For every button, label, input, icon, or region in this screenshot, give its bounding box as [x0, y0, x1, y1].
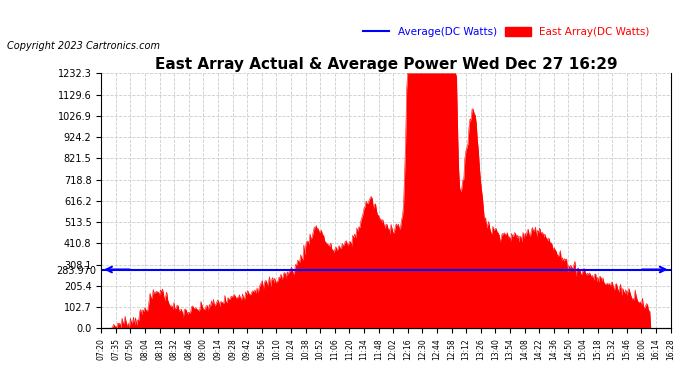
Title: East Array Actual & Average Power Wed Dec 27 16:29: East Array Actual & Average Power Wed De… — [155, 57, 617, 72]
Text: Copyright 2023 Cartronics.com: Copyright 2023 Cartronics.com — [7, 41, 160, 51]
Legend: Average(DC Watts), East Array(DC Watts): Average(DC Watts), East Array(DC Watts) — [359, 22, 654, 41]
